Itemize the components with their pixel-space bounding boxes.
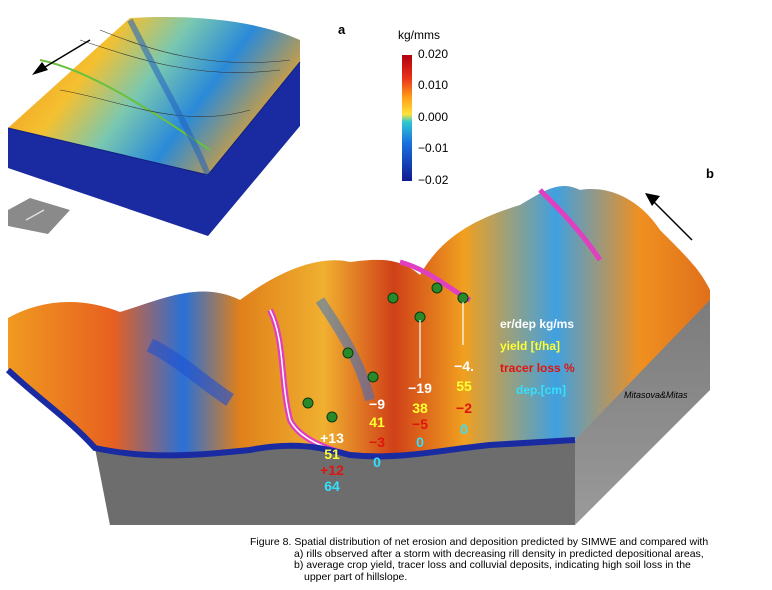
caption-line: b) average crop yield, tracer loss and c… [294,559,691,571]
stat-yield: 38 [412,400,428,416]
colorbar [402,55,412,181]
stat-yield: 55 [456,378,472,394]
stat-tracer: −3 [369,434,385,450]
colorbar-unit: kg/mms [398,28,440,42]
author-credit: Mitasova&Mitas [624,390,688,400]
legend-er-dep: er/dep kg/ms [500,317,575,331]
legend-tracer: tracer loss % [500,361,575,375]
caption-line: upper part of hillslope. [304,570,408,583]
panel-a-terrain [7,16,301,236]
flow-direction-arrow-icon [645,193,693,241]
stat-dep: 0 [416,434,424,450]
stat-dep: 64 [324,478,340,494]
stat-yield: 41 [369,414,385,430]
flow-direction-arrow-icon [32,39,91,75]
colorbar-tick: −0.02 [418,173,449,187]
colorbar-tick: −0.01 [418,141,449,155]
figure-caption: Figure 8. Spatial distribution of net er… [250,536,770,583]
legend-dep: dep.[cm] [516,383,567,397]
caption-line: a) rills observed after a storm with dec… [294,547,704,560]
stat-tracer: −5 [412,416,428,432]
panel-b-terrain [5,185,710,525]
stat-er-dep: −4. [454,358,474,374]
legend-yield: yield [t/ha] [500,339,561,353]
colorbar-tick: 0.000 [418,110,449,124]
panel-b-label: b [706,166,714,181]
stat-dep: 0 [373,454,381,470]
panel-a-label: a [338,22,346,37]
stat-dep: 0 [460,421,468,437]
colorbar-tick: 0.010 [418,78,449,92]
stat-tracer: −2 [456,400,472,416]
stat-er-dep: −19 [408,380,432,396]
caption-line: Figure 8. Spatial distribution of net er… [250,536,709,548]
sample-points [302,282,469,423]
stat-yield: 51 [324,446,340,462]
stat-tracer: +12 [320,462,344,478]
stat-er-dep: −9 [369,396,385,412]
small-terrain-thumbnail [8,198,70,234]
stat-er-dep: +13 [320,430,344,446]
colorbar-tick: 0.020 [418,47,449,61]
